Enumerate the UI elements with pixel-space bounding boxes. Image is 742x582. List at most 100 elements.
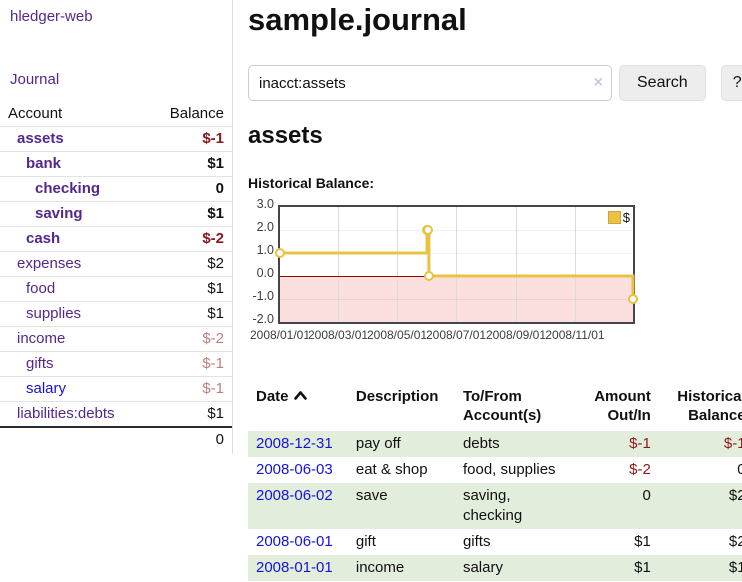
clear-search-icon[interactable]: × <box>593 74 603 91</box>
account-row: bank $1 <box>0 151 232 177</box>
y-tick-label: 0.0 <box>256 266 274 280</box>
account-row: supplies $1 <box>0 301 232 327</box>
account-balance: $-2 <box>147 326 232 352</box>
accounts-total-value: 0 <box>147 426 232 452</box>
register-table: Date Description To/From Account(s) Amou… <box>248 385 742 581</box>
transaction-date-link[interactable]: 2008-06-03 <box>256 461 333 478</box>
data-point-marker <box>422 225 433 235</box>
chart-heading: Historical Balance: <box>248 175 375 191</box>
account-row: saving $1 <box>0 201 232 227</box>
search-button[interactable]: Search <box>619 65 706 101</box>
register-row[interactable]: 2008-06-02 save saving, checking 0 $2 <box>248 483 742 529</box>
account-link[interactable]: gifts <box>26 355 54 372</box>
x-tick-label: 2008/03/01 <box>307 328 369 342</box>
account-heading: assets <box>248 122 323 149</box>
horizontal-gridline <box>280 299 633 300</box>
register-cell-balance: $2 <box>728 487 742 504</box>
chart-legend: $ <box>607 210 630 225</box>
register-header-date[interactable]: Date <box>248 385 348 431</box>
account-row: checking 0 <box>0 176 232 202</box>
search-input[interactable] <box>248 65 612 101</box>
data-point-marker <box>423 271 434 281</box>
account-balance: $1 <box>147 401 232 427</box>
vertical-gridline <box>574 207 576 322</box>
account-link[interactable]: supplies <box>26 305 82 322</box>
register-cell-balance: $-1 <box>723 435 742 452</box>
register-cell-accounts: salary <box>462 559 503 576</box>
register-cell-date: 2008-06-02 <box>248 483 348 529</box>
accounts-total-row: 0 <box>0 426 232 452</box>
x-tick-label: 2008/01/01 <box>249 328 311 342</box>
account-link[interactable]: expenses <box>17 255 82 272</box>
account-row: assets $-1 <box>0 126 232 152</box>
chart-plot-area: $ <box>275 205 638 324</box>
accounts-table: Account Balance assets $-1 bank $1 checking 0… <box>0 102 232 452</box>
register-cell-amount: $-1 <box>629 435 651 452</box>
page-title: sample.journal <box>248 2 467 37</box>
account-balance: 0 <box>147 176 232 202</box>
transaction-date-link[interactable]: 2008-06-01 <box>256 533 333 550</box>
register-cell-date: 2008-01-01 <box>248 555 348 581</box>
account-balance: $-1 <box>147 376 232 402</box>
sidebar: hledger-web Journal Account Balance asse… <box>0 0 233 454</box>
account-balance: $-2 <box>147 226 232 252</box>
brand-link[interactable]: hledger-web <box>10 8 93 25</box>
account-balance: $1 <box>147 276 232 302</box>
account-link[interactable]: liabilities:debts <box>17 405 115 422</box>
account-row: liabilities:debts $1 <box>0 401 232 427</box>
register-row[interactable]: 2008-12-31 pay off debts $-1 $-1 <box>248 431 742 457</box>
account-balance: $-1 <box>147 126 232 152</box>
account-link[interactable]: food <box>26 280 56 297</box>
register-cell-description: eat & shop <box>355 461 428 478</box>
register-cell-amount: 0 <box>642 487 651 504</box>
register-header-accounts: To/From Account(s) <box>462 388 542 424</box>
account-link[interactable]: income <box>17 330 66 347</box>
account-balance: $1 <box>147 151 232 177</box>
account-link[interactable]: checking <box>35 180 101 197</box>
account-row: salary $-1 <box>0 376 232 402</box>
register-cell-balance: $1 <box>728 559 742 576</box>
legend-swatch-icon <box>607 211 621 224</box>
register-cell-balance: 0 <box>737 461 742 478</box>
data-point-marker <box>275 248 285 258</box>
account-balance: $1 <box>147 301 232 327</box>
register-row[interactable]: 2008-06-01 gift gifts $1 $2 <box>248 529 742 555</box>
account-row: cash $-2 <box>0 226 232 252</box>
account-link[interactable]: bank <box>26 155 62 172</box>
register-row[interactable]: 2008-06-03 eat & shop food, supplies $-2 0 <box>248 457 742 483</box>
main-content: sample.journal × Search ? assets Histori… <box>233 0 742 581</box>
sidebar-item-journal[interactable]: Journal <box>10 71 60 88</box>
x-tick-label: 2008/09/01 <box>485 328 546 342</box>
register-cell-date: 2008-06-03 <box>248 457 348 483</box>
register-cell-date: 2008-12-31 <box>248 431 348 457</box>
x-tick-label: 2008/05/01 <box>366 328 428 342</box>
register-cell-description: save <box>355 487 388 504</box>
account-link[interactable]: assets <box>17 130 64 147</box>
register-header-amount: Amount Out/In <box>594 388 651 424</box>
register-cell-date: 2008-06-01 <box>248 529 348 555</box>
account-row: income $-2 <box>0 326 232 352</box>
transaction-date-link[interactable]: 2008-01-01 <box>256 559 333 576</box>
transaction-date-link[interactable]: 2008-06-02 <box>256 487 333 504</box>
help-button[interactable]: ? <box>720 65 742 101</box>
register-header-description: Description <box>355 388 439 405</box>
register-cell-amount: $1 <box>634 559 651 576</box>
account-row: food $1 <box>0 276 232 302</box>
vertical-gridline <box>338 207 340 322</box>
data-point-marker <box>628 294 638 304</box>
register-header-balance: Historical Balance <box>677 388 742 424</box>
account-link[interactable]: saving <box>35 205 83 222</box>
register-cell-balance: $2 <box>728 533 742 550</box>
register-cell-amount: $-2 <box>629 461 651 478</box>
account-link[interactable]: cash <box>26 230 61 247</box>
y-tick-label: -2.0 <box>252 312 274 326</box>
x-tick-label: 2008/11/01 <box>545 328 605 342</box>
register-row[interactable]: 2008-01-01 income salary $1 $1 <box>248 555 742 581</box>
vertical-gridline <box>456 207 458 322</box>
account-row: expenses $2 <box>0 251 232 277</box>
register-cell-description: pay off <box>355 435 401 452</box>
transaction-date-link[interactable]: 2008-12-31 <box>256 435 333 452</box>
account-link[interactable]: salary <box>26 380 67 397</box>
legend-label: $ <box>622 210 630 225</box>
